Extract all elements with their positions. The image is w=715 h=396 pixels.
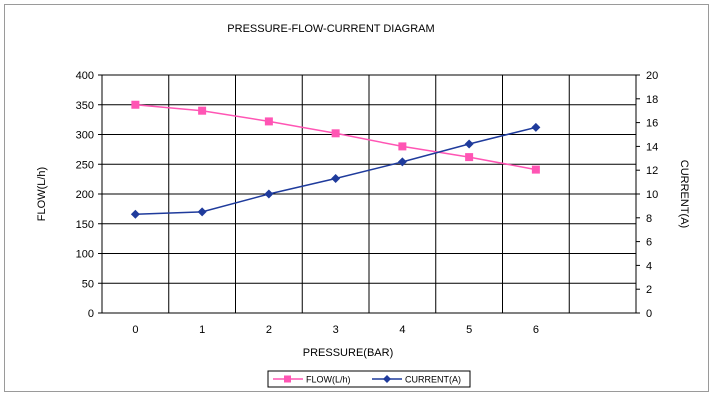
x-tick-label: 4 <box>399 324 405 336</box>
x-tick-label: 5 <box>466 324 472 336</box>
y2-tick-label: 6 <box>646 237 652 249</box>
flow-point <box>264 117 273 126</box>
y-tick-label: 50 <box>82 278 94 290</box>
y-tick-label: 250 <box>76 159 94 171</box>
y-tick-label: 150 <box>76 219 94 231</box>
current-point <box>397 157 407 167</box>
legend-current-label: CURRENT(A) <box>405 375 461 385</box>
current-point <box>531 122 541 132</box>
y-tick-label: 350 <box>76 100 94 112</box>
x-axis-label: PRESSURE(BAR) <box>303 347 393 359</box>
current-point <box>130 209 140 219</box>
legend-flow-label: FLOW(L/h) <box>306 375 351 385</box>
flow-point <box>465 153 474 162</box>
x-tick-label: 0 <box>132 324 138 336</box>
y2-tick-label: 20 <box>646 70 658 82</box>
flow-point <box>531 165 540 174</box>
chart-frame: PRESSURE-FLOW-CURRENT DIAGRAM 0 50 100 150 2… <box>4 4 709 392</box>
y2-tick-label: 10 <box>646 189 658 201</box>
y2-tick-label: 2 <box>646 284 652 296</box>
x-tick-label: 3 <box>333 324 339 336</box>
x-tick-label: 1 <box>199 324 205 336</box>
legend-flow-marker <box>284 375 291 383</box>
y2-tick-label: 4 <box>646 260 652 272</box>
y2-tick-label: 14 <box>646 141 658 153</box>
y2-tick-label: 18 <box>646 94 658 106</box>
y2-tick-label: 16 <box>646 118 658 130</box>
legend-current-marker <box>383 375 391 383</box>
y-tick-label: 200 <box>76 189 94 201</box>
flow-point <box>131 100 140 109</box>
y2-tick-label: 8 <box>646 213 652 225</box>
grid <box>102 75 636 313</box>
flow-point <box>331 129 340 138</box>
current-point <box>464 139 474 149</box>
chart-title: PRESSURE-FLOW-CURRENT DIAGRAM <box>227 23 434 35</box>
legend-box <box>267 370 471 388</box>
flow-point <box>198 106 207 115</box>
chart-canvas: PRESSURE-FLOW-CURRENT DIAGRAM 0501001502… <box>36 23 690 388</box>
y-tick-label: 100 <box>76 249 94 261</box>
y2-tick-label: 0 <box>646 308 652 320</box>
y-tick-label: 0 <box>88 308 94 320</box>
y2-tick-label: 12 <box>646 165 658 177</box>
legend: FLOW(L/h) CURRENT(A) <box>267 370 471 388</box>
series-layer <box>130 100 541 219</box>
y2-axis-label: CURRENT(A) <box>678 160 690 228</box>
y-tick-label: 400 <box>76 70 94 82</box>
axes: 0501001502002503003504000246810121416182… <box>76 70 659 336</box>
x-tick-label: 6 <box>533 324 539 336</box>
y-tick-label: 300 <box>76 130 94 142</box>
current-point <box>197 207 207 217</box>
current-point <box>331 174 341 184</box>
flow-point <box>398 142 407 151</box>
x-tick-label: 2 <box>266 324 272 336</box>
y-axis-label: FLOW(L/h) <box>36 167 48 221</box>
current-point <box>264 189 274 199</box>
